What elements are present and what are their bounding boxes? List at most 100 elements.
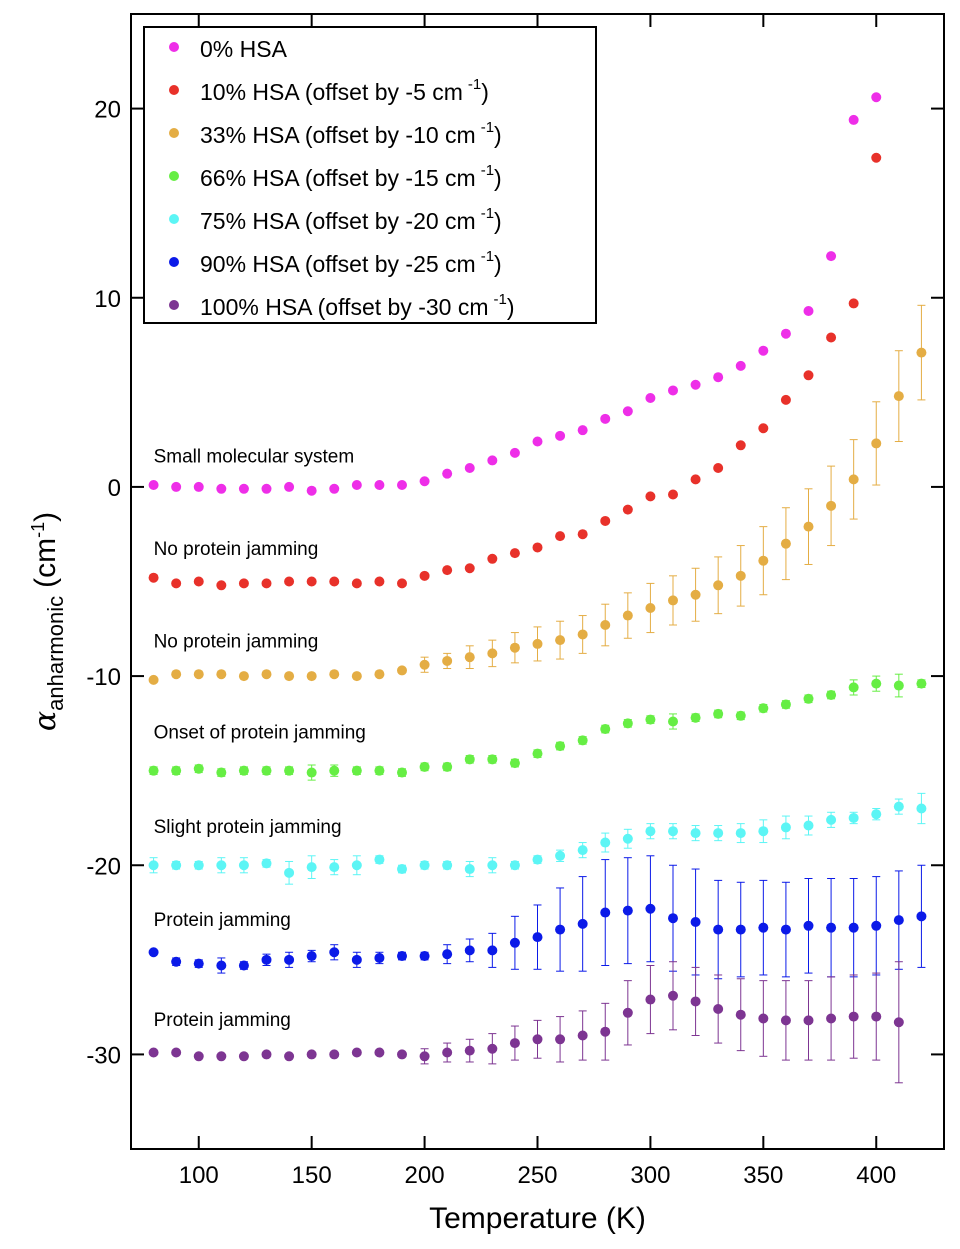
data-point bbox=[645, 393, 656, 404]
data-point bbox=[464, 945, 475, 956]
data-point bbox=[622, 406, 633, 417]
data-point bbox=[487, 648, 498, 659]
data-point bbox=[442, 565, 453, 576]
series-0 bbox=[148, 92, 882, 496]
data-point bbox=[351, 954, 362, 965]
data-point bbox=[577, 845, 588, 856]
data-point bbox=[622, 1007, 633, 1018]
data-point bbox=[735, 828, 746, 839]
data-point bbox=[780, 1015, 791, 1026]
data-point bbox=[148, 765, 159, 776]
data-point bbox=[419, 1051, 430, 1062]
data-point bbox=[780, 394, 791, 405]
data-point bbox=[600, 907, 611, 918]
data-point bbox=[374, 669, 385, 680]
plot-marks bbox=[148, 92, 927, 1084]
data-point bbox=[329, 669, 340, 680]
data-point bbox=[916, 678, 927, 689]
data-point bbox=[397, 864, 407, 875]
legend-label-text: 10% HSA (offset by -5 cm bbox=[200, 79, 463, 105]
data-point bbox=[871, 678, 882, 689]
data-point bbox=[577, 425, 588, 436]
data-point bbox=[848, 474, 859, 485]
data-point bbox=[419, 860, 430, 871]
data-point bbox=[329, 765, 340, 776]
legend-label-text: 0% HSA bbox=[200, 36, 288, 62]
data-point bbox=[509, 447, 520, 458]
data-point bbox=[532, 638, 543, 649]
data-point bbox=[261, 578, 272, 589]
data-point bbox=[532, 542, 543, 553]
data-point bbox=[780, 538, 791, 549]
legend-superscript: -1 bbox=[494, 291, 507, 308]
data-point bbox=[668, 716, 678, 727]
data-point bbox=[261, 765, 272, 776]
legend-superscript: -1 bbox=[481, 162, 494, 179]
data-point bbox=[442, 860, 453, 871]
data-point bbox=[306, 951, 317, 962]
data-point bbox=[735, 710, 746, 721]
y-axis-unit-superscript: -1 bbox=[28, 522, 48, 538]
data-point bbox=[916, 803, 927, 814]
data-point bbox=[193, 763, 204, 774]
data-point bbox=[758, 826, 769, 837]
data-point bbox=[419, 951, 430, 962]
data-point bbox=[487, 945, 498, 956]
data-point bbox=[690, 917, 701, 927]
data-point bbox=[374, 480, 385, 491]
data-point bbox=[284, 954, 295, 965]
data-point bbox=[306, 485, 317, 496]
data-point bbox=[464, 463, 475, 473]
data-point bbox=[758, 1013, 769, 1024]
data-point bbox=[600, 515, 611, 526]
data-point bbox=[803, 920, 814, 931]
annotation-label: No protein jamming bbox=[154, 632, 319, 653]
data-point bbox=[826, 922, 837, 933]
data-point bbox=[871, 152, 882, 163]
data-point bbox=[780, 699, 791, 710]
y-axis-unit-close: ) bbox=[29, 512, 62, 522]
annotation-label: No protein jamming bbox=[154, 539, 319, 560]
data-point bbox=[397, 951, 407, 962]
data-point bbox=[532, 436, 543, 447]
data-point bbox=[148, 674, 159, 685]
data-point bbox=[848, 114, 859, 125]
data-point bbox=[216, 767, 227, 778]
legend-label: 10% HSA (offset by -5 cm -1) bbox=[200, 76, 489, 105]
data-point bbox=[374, 1047, 385, 1058]
data-point bbox=[713, 580, 724, 591]
data-point bbox=[351, 765, 362, 776]
legend-close-paren: ) bbox=[494, 122, 502, 148]
data-point bbox=[284, 1051, 295, 1062]
legend-box bbox=[143, 26, 597, 324]
data-point bbox=[351, 578, 362, 589]
x-tick-label: 300 bbox=[630, 1162, 670, 1189]
data-point bbox=[826, 332, 837, 343]
data-point bbox=[826, 690, 837, 700]
data-point bbox=[306, 862, 317, 873]
data-point bbox=[622, 504, 633, 515]
data-point bbox=[713, 372, 724, 383]
data-point bbox=[329, 862, 340, 873]
data-point bbox=[284, 671, 295, 682]
data-point bbox=[803, 1015, 814, 1026]
legend-close-paren: ) bbox=[507, 294, 515, 320]
data-point bbox=[238, 671, 249, 682]
data-point bbox=[916, 347, 927, 358]
annotations: Small molecular system No protein jamming… bbox=[154, 446, 366, 1031]
legend-marker bbox=[169, 171, 179, 181]
legend-label: 66% HSA (offset by -15 cm -1) bbox=[200, 162, 502, 191]
data-point bbox=[284, 576, 295, 587]
y-tick-label: -20 bbox=[86, 853, 121, 880]
data-point bbox=[713, 463, 724, 473]
data-point bbox=[216, 669, 227, 680]
x-tick-label: 350 bbox=[743, 1162, 783, 1189]
data-point bbox=[645, 491, 656, 502]
series-6 bbox=[148, 961, 904, 1084]
data-point bbox=[193, 1051, 204, 1062]
x-tick-label: 200 bbox=[405, 1162, 445, 1189]
data-point bbox=[397, 578, 407, 589]
data-point bbox=[622, 905, 633, 916]
data-point bbox=[351, 671, 362, 682]
data-point bbox=[487, 754, 498, 765]
